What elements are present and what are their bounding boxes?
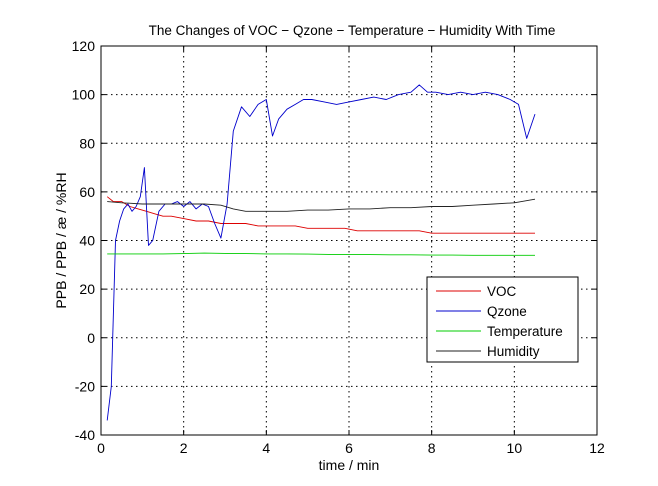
x-tick-label: 12 — [589, 440, 605, 456]
plot-area — [101, 46, 597, 435]
x-axis-label: time / min — [319, 457, 380, 473]
chart-title: The Changes of VOC − Qzone − Temperature… — [149, 23, 556, 38]
y-tick-label: 20 — [79, 281, 95, 297]
axis-ticks: 0 2 4 6 8 10 12 -40 -20 0 20 40 60 80 100 120 — [72, 38, 605, 456]
y-tick-label: 40 — [79, 233, 95, 249]
legend-label-qzone: Qzone — [487, 304, 527, 319]
legend-label-humidity: Humidity — [487, 344, 540, 359]
y-tick-label: -40 — [75, 427, 95, 443]
series-layer — [106, 84, 536, 421]
y-tick-label: 60 — [79, 184, 95, 200]
series-line-qzone — [106, 84, 536, 421]
series-line-temperature — [107, 252, 535, 256]
y-tick-label: 120 — [72, 38, 96, 54]
y-tick-label: -20 — [75, 378, 95, 394]
y-tick-label: 100 — [72, 87, 96, 103]
x-tick-label: 10 — [507, 440, 523, 456]
legend-label-temperature: Temperature — [487, 324, 563, 339]
y-axis-label: PPB / PPB / æ / %RH — [53, 172, 69, 308]
y-tick-label: 0 — [87, 330, 95, 346]
x-tick-label: 2 — [180, 440, 188, 456]
legend-label-voc: VOC — [487, 284, 517, 299]
x-tick-label: 4 — [262, 440, 270, 456]
x-tick-label: 8 — [428, 440, 436, 456]
series-line-humidity — [107, 198, 536, 212]
series-line-voc — [106, 196, 535, 234]
x-tick-label: 6 — [345, 440, 353, 456]
x-tick-label: 0 — [97, 440, 105, 456]
y-tick-label: 80 — [79, 135, 95, 151]
legend: VOC Qzone Temperature Humidity — [426, 276, 579, 363]
